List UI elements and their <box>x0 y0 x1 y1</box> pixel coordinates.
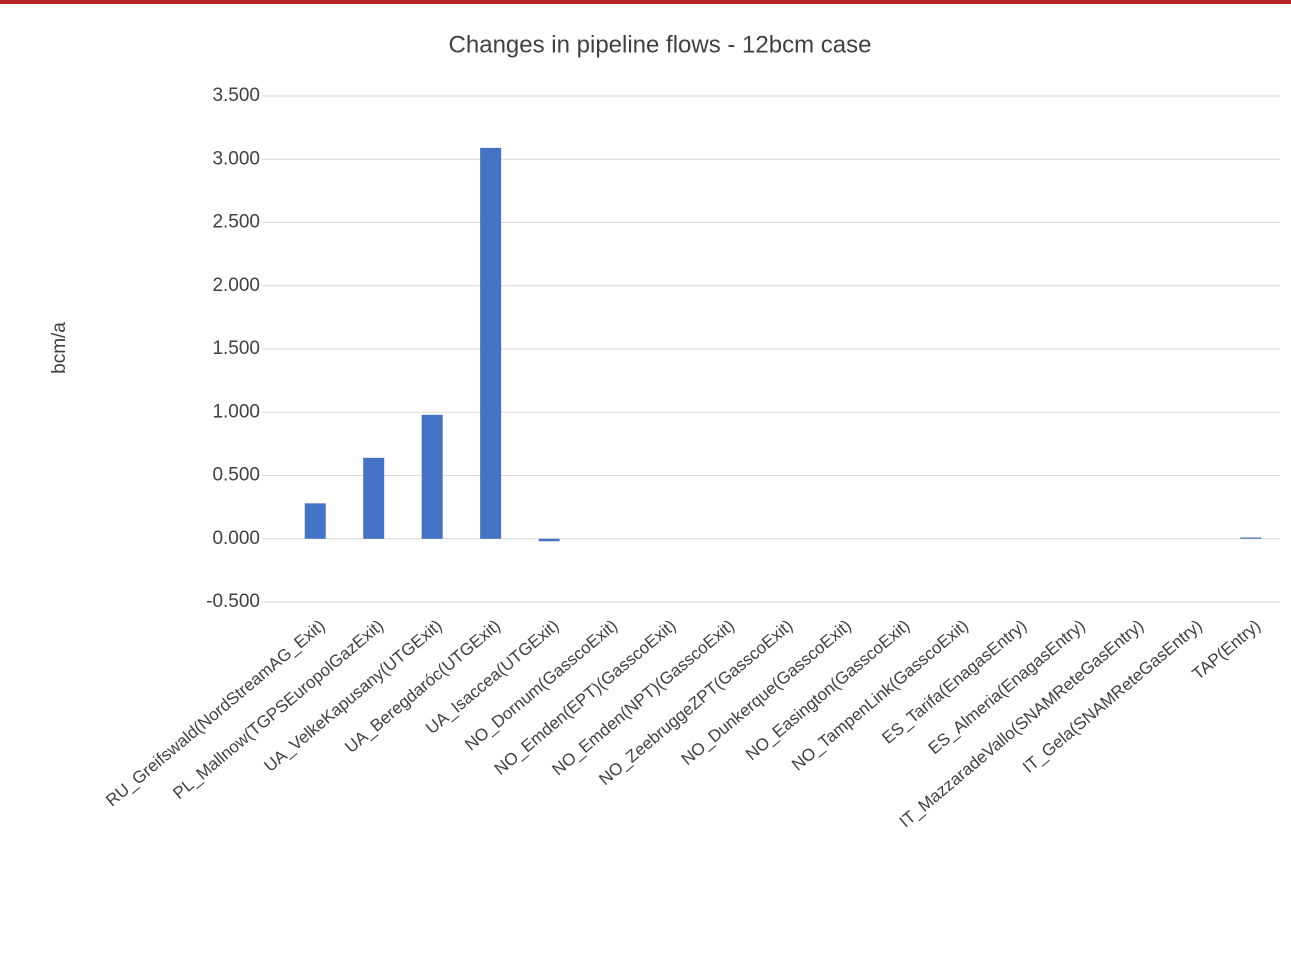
y-tick-label: 3.500 <box>212 85 260 106</box>
y-tick-label: -0.500 <box>206 591 260 612</box>
x-tick-label: PL_Mallnow(TGPSEuropolGazExit) <box>169 616 387 803</box>
x-tick-label: RU_Greifswald(NordStreamAG_Exit) <box>102 616 328 810</box>
bar <box>538 538 560 542</box>
top-border <box>0 0 1291 4</box>
y-tick-label: 3.000 <box>212 148 260 169</box>
y-tick-label: 1.500 <box>212 338 260 359</box>
y-tick-label: 1.000 <box>212 401 260 422</box>
y-tick-label: 0.000 <box>212 528 260 549</box>
y-tick-label: 0.500 <box>212 465 260 486</box>
bar <box>363 457 385 539</box>
bar <box>1240 537 1262 539</box>
y-axis-label: bcm/a <box>49 322 70 374</box>
bar <box>421 414 443 539</box>
bar <box>480 147 502 539</box>
chart-title: Changes in pipeline flows - 12bcm case <box>449 31 872 58</box>
y-tick-label: 2.000 <box>212 275 260 296</box>
y-tick-label: 2.500 <box>212 212 260 233</box>
bar <box>304 503 326 539</box>
